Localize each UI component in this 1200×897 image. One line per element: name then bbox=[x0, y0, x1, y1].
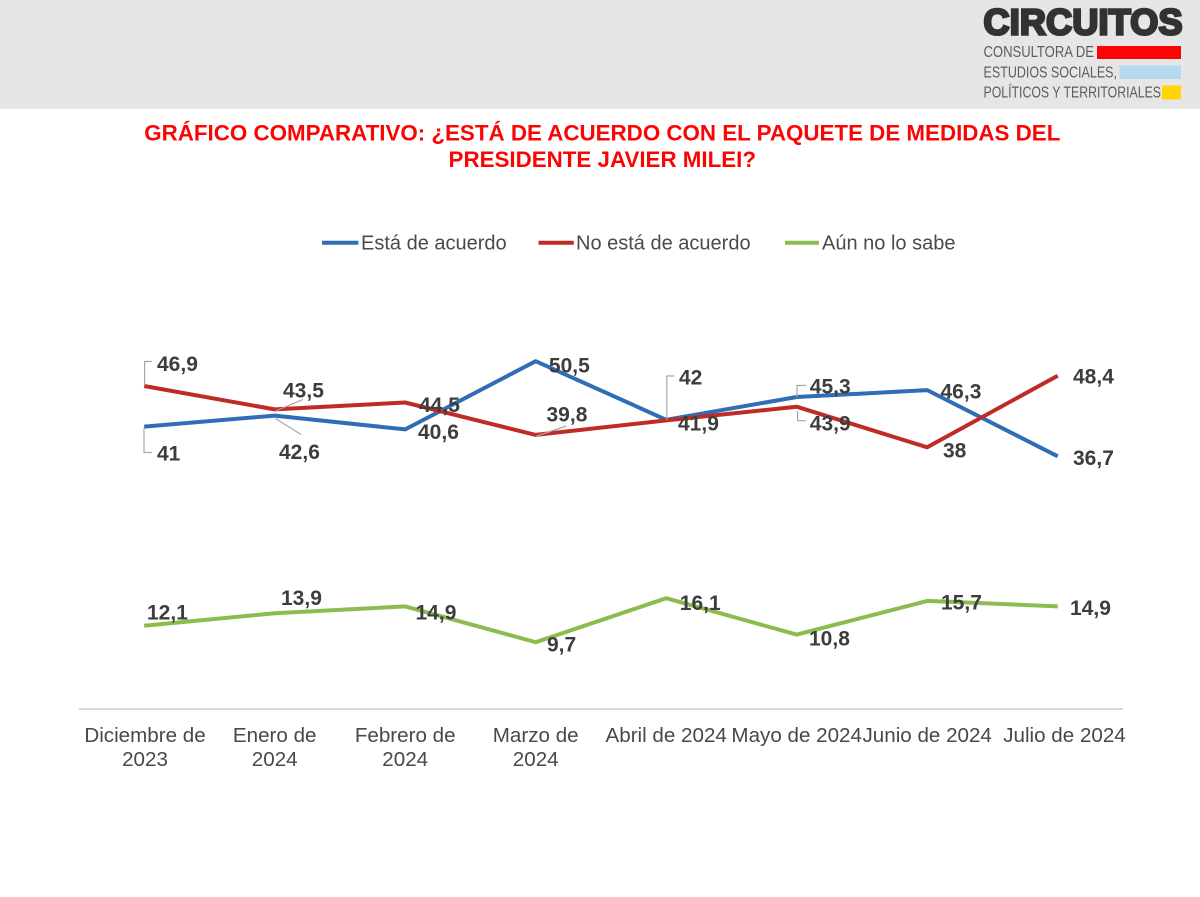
svg-text:Enero de: Enero de bbox=[233, 724, 317, 747]
svg-text:46,9: 46,9 bbox=[157, 353, 198, 376]
svg-text:2023: 2023 bbox=[122, 748, 168, 771]
svg-text:42,6: 42,6 bbox=[279, 441, 320, 464]
svg-text:43,5: 43,5 bbox=[283, 380, 324, 403]
svg-text:44,5: 44,5 bbox=[419, 394, 460, 417]
svg-text:14,9: 14,9 bbox=[1070, 597, 1111, 620]
svg-text:2024: 2024 bbox=[382, 748, 428, 771]
svg-text:Mayo de 2024: Mayo de 2024 bbox=[731, 724, 862, 747]
svg-text:16,1: 16,1 bbox=[680, 592, 721, 615]
svg-text:9,7: 9,7 bbox=[547, 634, 576, 657]
svg-text:12,1: 12,1 bbox=[147, 602, 188, 625]
svg-text:ESTUDIOS SOCIALES,: ESTUDIOS SOCIALES, bbox=[984, 64, 1118, 81]
svg-text:Julio de 2024: Julio de 2024 bbox=[1003, 724, 1126, 747]
svg-text:CONSULTORA DE: CONSULTORA DE bbox=[984, 44, 1095, 61]
svg-text:43,9: 43,9 bbox=[810, 413, 851, 436]
svg-text:13,9: 13,9 bbox=[281, 587, 322, 610]
svg-text:Marzo de: Marzo de bbox=[493, 724, 579, 747]
svg-text:50,5: 50,5 bbox=[549, 355, 590, 378]
svg-text:48,4: 48,4 bbox=[1073, 366, 1114, 389]
svg-text:Junio de 2024: Junio de 2024 bbox=[862, 724, 991, 747]
svg-text:41,9: 41,9 bbox=[678, 413, 719, 436]
svg-text:36,7: 36,7 bbox=[1073, 447, 1114, 470]
svg-text:42: 42 bbox=[679, 367, 702, 390]
svg-text:39,8: 39,8 bbox=[547, 404, 588, 427]
svg-text:Aún no lo sabe: Aún no lo sabe bbox=[822, 233, 955, 255]
svg-text:38: 38 bbox=[943, 440, 967, 463]
svg-text:2024: 2024 bbox=[252, 748, 298, 771]
svg-text:10,8: 10,8 bbox=[809, 628, 850, 651]
svg-text:PRESIDENTE JAVIER MILEI?: PRESIDENTE JAVIER MILEI? bbox=[449, 147, 756, 172]
svg-text:15,7: 15,7 bbox=[941, 592, 982, 615]
svg-text:46,3: 46,3 bbox=[941, 381, 982, 404]
svg-text:GRÁFICO COMPARATIVO: ¿ESTÁ DE: GRÁFICO COMPARATIVO: ¿ESTÁ DE ACUERDO CO… bbox=[144, 121, 1060, 146]
svg-text:45,3: 45,3 bbox=[810, 376, 851, 399]
svg-text:POLÍTICOS Y TERRITORIALES: POLÍTICOS Y TERRITORIALES bbox=[984, 83, 1162, 102]
svg-text:CIRCUITOS: CIRCUITOS bbox=[984, 1, 1183, 42]
svg-text:2024: 2024 bbox=[513, 748, 559, 771]
svg-text:14,9: 14,9 bbox=[416, 602, 457, 625]
svg-text:Diciembre de: Diciembre de bbox=[84, 724, 205, 747]
svg-text:Está de acuerdo: Está de acuerdo bbox=[361, 233, 507, 255]
svg-text:Abril de 2024: Abril de 2024 bbox=[606, 724, 727, 747]
svg-text:41: 41 bbox=[157, 443, 181, 466]
svg-text:No está de acuerdo: No está de acuerdo bbox=[576, 233, 751, 255]
svg-text:40,6: 40,6 bbox=[418, 421, 459, 444]
svg-text:Febrero de: Febrero de bbox=[355, 724, 456, 747]
